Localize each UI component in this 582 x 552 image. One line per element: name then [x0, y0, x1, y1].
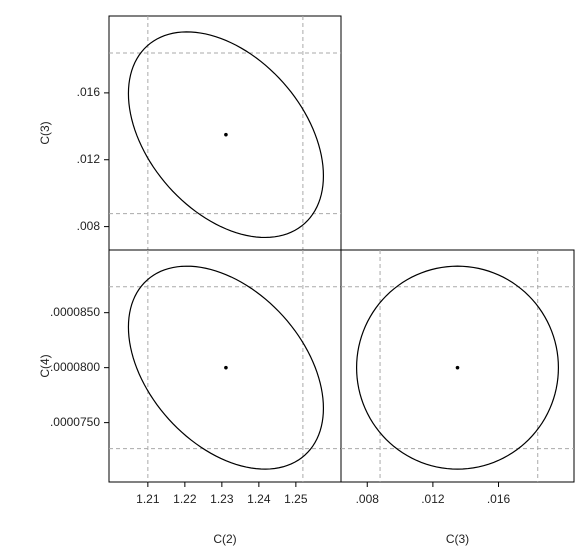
- x-tick-label: 1.21: [136, 492, 160, 506]
- y-tick-label: .0000800: [50, 360, 100, 374]
- y-tick-label: .016: [77, 85, 101, 99]
- x-tick-label: .016: [487, 492, 511, 506]
- x-axis-label: C(2): [213, 532, 236, 546]
- x-tick-label: 1.23: [210, 492, 234, 506]
- panel-frame: [340, 249, 575, 483]
- x-axis-label: C(3): [446, 532, 469, 546]
- x-tick-label: 1.25: [284, 492, 308, 506]
- panel-frame: [108, 15, 342, 251]
- x-tick-label: 1.24: [247, 492, 271, 506]
- y-tick-label: .012: [77, 152, 101, 166]
- point-estimate: [455, 365, 460, 370]
- point-estimate: [224, 132, 228, 137]
- x-tick-label: .012: [421, 492, 445, 506]
- x-tick-label: 1.22: [173, 492, 197, 506]
- panel-frame: [108, 249, 342, 483]
- confidence-ellipse: [127, 265, 325, 470]
- y-tick-label: .008: [77, 219, 101, 233]
- y-axis-label: C(3): [38, 121, 52, 144]
- y-tick-label: .0000750: [50, 415, 100, 429]
- y-axis-label: C(4): [38, 354, 52, 377]
- y-tick-label: .0000850: [50, 305, 100, 319]
- x-tick-label: .008: [356, 492, 380, 506]
- confidence-ellipse: [127, 31, 325, 239]
- point-estimate: [224, 365, 228, 370]
- confidence-ellipse: [355, 265, 560, 470]
